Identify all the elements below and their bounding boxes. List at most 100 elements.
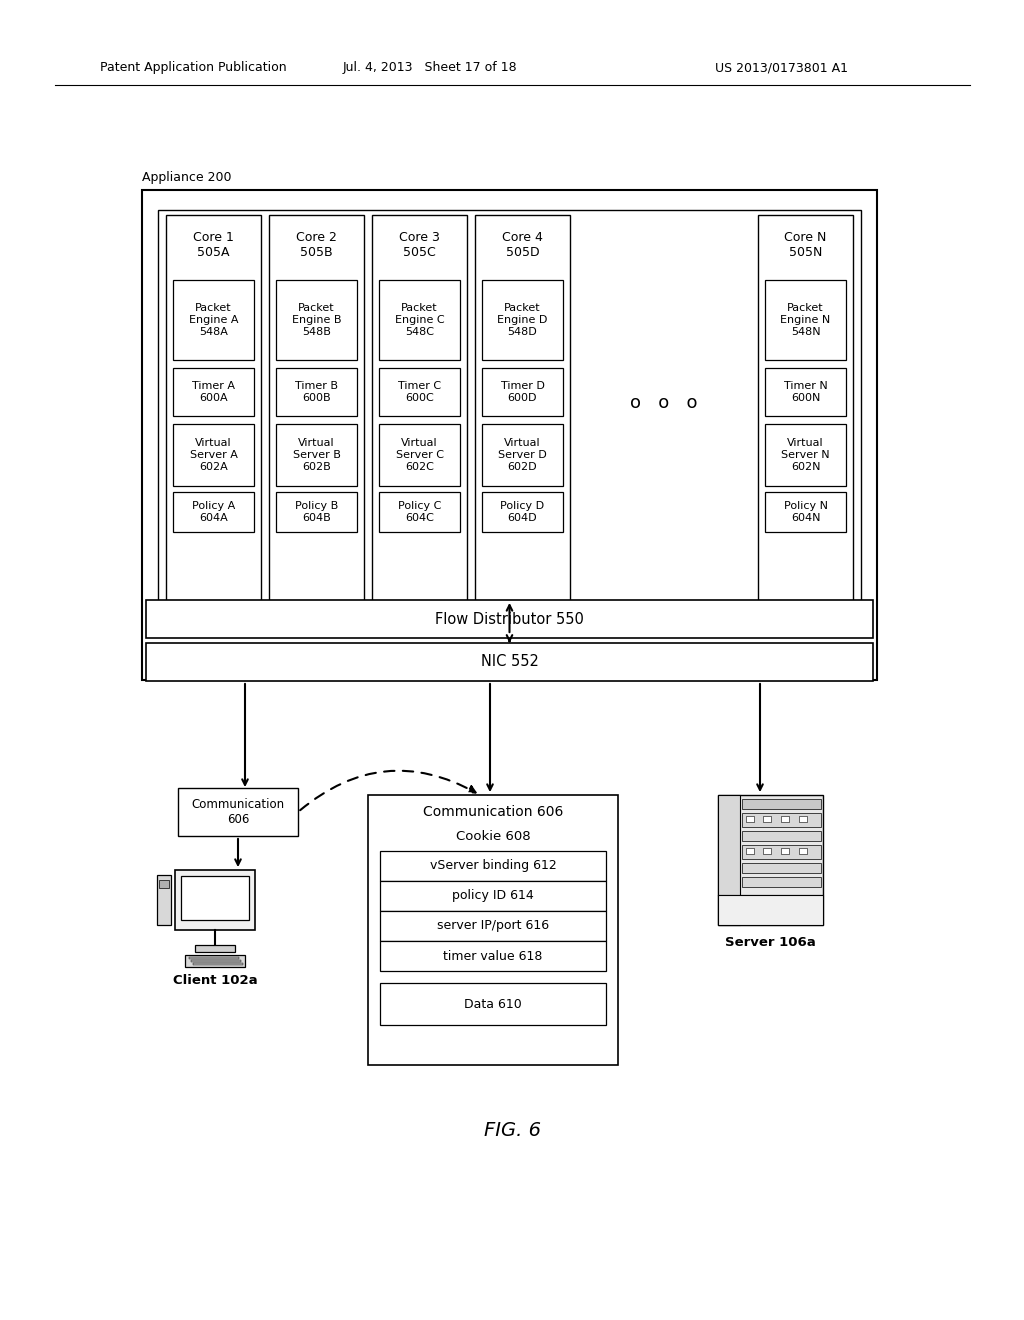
Text: Virtual
Server A
602A: Virtual Server A 602A	[189, 438, 238, 471]
Text: Client 102a: Client 102a	[173, 974, 257, 986]
Bar	[799, 847, 807, 854]
Bar	[742, 813, 821, 828]
Bar	[175, 870, 255, 931]
Bar	[482, 492, 563, 532]
Text: Timer C
600C: Timer C 600C	[398, 381, 441, 403]
Text: Timer A
600A: Timer A 600A	[193, 381, 234, 403]
Text: Core 1
505A: Core 1 505A	[194, 231, 233, 259]
Bar	[181, 876, 249, 920]
Bar	[159, 880, 169, 888]
Text: Policy B
604B: Policy B 604B	[295, 502, 338, 523]
Text: Data 610: Data 610	[464, 998, 522, 1011]
Text: timer value 618: timer value 618	[443, 949, 543, 962]
Text: Packet
Engine B
548B: Packet Engine B 548B	[292, 304, 341, 337]
Bar	[742, 799, 821, 809]
Bar	[380, 983, 606, 1026]
Text: server IP/port 616: server IP/port 616	[437, 920, 549, 932]
Bar	[380, 941, 606, 972]
Text: Core 4
505D: Core 4 505D	[502, 231, 543, 259]
Text: US 2013/0173801 A1: US 2013/0173801 A1	[715, 62, 848, 74]
Text: Jul. 4, 2013   Sheet 17 of 18: Jul. 4, 2013 Sheet 17 of 18	[343, 62, 517, 74]
Text: Timer B
600B: Timer B 600B	[295, 381, 338, 403]
Text: Policy D
604D: Policy D 604D	[501, 502, 545, 523]
Bar	[157, 875, 171, 925]
Text: Flow Distributor 550: Flow Distributor 550	[435, 611, 584, 627]
Bar	[173, 280, 254, 360]
Bar	[276, 424, 357, 486]
Bar	[269, 215, 364, 630]
Bar	[799, 816, 807, 822]
Bar	[173, 424, 254, 486]
Bar	[742, 863, 821, 873]
Bar	[781, 816, 790, 822]
Bar	[765, 424, 846, 486]
Bar	[763, 816, 771, 822]
Bar	[765, 368, 846, 416]
Text: Packet
Engine N
548N: Packet Engine N 548N	[780, 304, 830, 337]
Bar	[380, 851, 606, 880]
Bar	[379, 492, 460, 532]
Bar	[276, 368, 357, 416]
Bar	[276, 280, 357, 360]
Bar	[189, 957, 239, 960]
Text: Core 3
505C: Core 3 505C	[399, 231, 440, 259]
Bar	[379, 368, 460, 416]
Text: Communication 606: Communication 606	[423, 805, 563, 818]
Bar	[742, 876, 821, 887]
Text: Timer D
600D: Timer D 600D	[501, 381, 545, 403]
Text: Policy C
604C: Policy C 604C	[397, 502, 441, 523]
Bar	[146, 601, 873, 638]
Bar	[765, 280, 846, 360]
Bar	[742, 832, 821, 841]
Text: Virtual
Server D
602D: Virtual Server D 602D	[498, 438, 547, 471]
Bar	[763, 847, 771, 854]
Bar	[372, 215, 467, 630]
Text: Policy A
604A: Policy A 604A	[191, 502, 236, 523]
Bar	[142, 190, 877, 680]
Bar	[173, 368, 254, 416]
Bar	[158, 210, 861, 635]
Text: policy ID 614: policy ID 614	[453, 890, 534, 903]
Text: Core N
505N: Core N 505N	[784, 231, 826, 259]
Bar	[195, 945, 234, 952]
Bar	[178, 788, 298, 836]
Bar	[380, 880, 606, 911]
Text: Appliance 200: Appliance 200	[142, 170, 231, 183]
Bar	[765, 492, 846, 532]
Text: Timer N
600N: Timer N 600N	[783, 381, 827, 403]
Bar	[166, 215, 261, 630]
Text: Packet
Engine A
548A: Packet Engine A 548A	[188, 304, 239, 337]
Bar	[758, 215, 853, 630]
Text: Cookie 608: Cookie 608	[456, 830, 530, 843]
Text: Packet
Engine D
548D: Packet Engine D 548D	[498, 304, 548, 337]
Bar	[379, 424, 460, 486]
Bar	[276, 492, 357, 532]
Bar	[185, 954, 245, 968]
Text: Policy N
604N: Policy N 604N	[783, 502, 827, 523]
Bar	[379, 280, 460, 360]
Bar	[718, 795, 740, 925]
Text: o   o   o: o o o	[630, 393, 697, 412]
Bar	[173, 492, 254, 532]
Text: vServer binding 612: vServer binding 612	[430, 859, 556, 873]
Bar	[482, 368, 563, 416]
Bar	[781, 847, 790, 854]
Text: Virtual
Server B
602B: Virtual Server B 602B	[293, 438, 340, 471]
Text: NIC 552: NIC 552	[480, 655, 539, 669]
Text: Virtual
Server C
602C: Virtual Server C 602C	[395, 438, 443, 471]
Text: Patent Application Publication: Patent Application Publication	[100, 62, 287, 74]
Bar	[146, 643, 873, 681]
Bar	[368, 795, 618, 1065]
Bar	[482, 424, 563, 486]
Text: FIG. 6: FIG. 6	[483, 1121, 541, 1139]
Bar	[475, 215, 570, 630]
Text: Packet
Engine C
548C: Packet Engine C 548C	[394, 304, 444, 337]
Bar	[193, 964, 243, 965]
Bar	[718, 795, 823, 925]
Text: Virtual
Server N
602N: Virtual Server N 602N	[781, 438, 829, 471]
Bar	[742, 845, 821, 859]
Text: Server 106a: Server 106a	[725, 936, 815, 949]
Bar	[718, 895, 823, 925]
Bar	[380, 911, 606, 941]
Bar	[746, 847, 754, 854]
